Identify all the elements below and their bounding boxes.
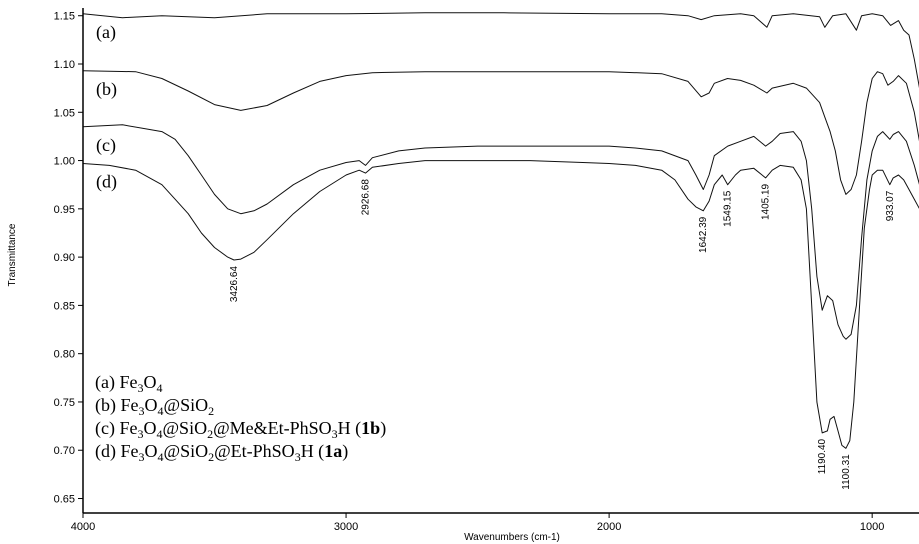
peak-label: 1100.31 [841,454,852,490]
peak-labels-layer: 3426.64 2926.68 1642.39 1549.15 1405.19 1190.… [229,179,896,490]
spectrum-d [82,160,919,449]
y-tick-label: 1.10 [54,59,75,71]
y-tick-label: 0.95 [54,204,75,216]
x-tick-label: 2000 [597,521,621,533]
peak-label: 2926.68 [360,179,371,216]
y-ticks-layer: 1.15 1.10 1.05 1.00 0.95 0.90 0.85 0.80 0.75 0.70… [54,11,83,506]
legend: (a) Fe3O4(b) Fe3O4@SiO2(c) Fe3O4@SiO2@Me… [95,372,386,464]
peak-label: 933.07 [885,190,896,221]
peak-label: 1642.39 [698,216,709,253]
legend-entry-a: (a) Fe3O4 [95,372,162,395]
legend-entry-d: (d) Fe3O4@SiO2@Et-PhSO3H (1a) [95,441,348,464]
y-axis-title: Transmittance [7,223,18,286]
curve-tags-layer: (a) (b) (c) (d) [96,22,117,193]
curve-tag-b: (b) [96,79,117,100]
peak-label: 1549.15 [723,190,734,227]
x-ticks-layer: 4000 3000 2000 1000 [71,513,884,533]
peak-label: 1190.40 [817,438,828,474]
y-tick-label: 1.15 [54,11,75,23]
y-tick-label: 0.80 [54,349,75,361]
y-tick-label: 0.65 [54,494,75,506]
x-axis-title: Wavenumbers (cm-1) [464,532,560,543]
x-tick-label: 4000 [71,521,95,533]
spectrum-c [82,124,919,340]
spectrum-a [82,12,919,89]
y-tick-label: 0.90 [54,252,75,264]
y-tick-label: 1.05 [54,107,75,119]
y-tick-label: 0.85 [54,300,75,312]
curves-layer [82,12,919,449]
y-tick-label: 1.00 [54,156,75,168]
peak-label: 3426.64 [229,266,240,303]
spectrum-b [82,70,919,195]
plot-background [83,8,919,513]
y-tick-label: 0.70 [54,445,75,457]
x-tick-label: 3000 [334,521,358,533]
peak-label: 1405.19 [761,183,772,220]
curve-tag-a: (a) [96,22,116,43]
y-tick-label: 0.75 [54,397,75,409]
legend-entry-b: (b) Fe3O4@SiO2 [95,395,214,418]
curve-tag-c: (c) [96,135,116,156]
legend-entry-c: (c) Fe3O4@SiO2@Me&Et-PhSO3H (1b) [95,418,386,441]
x-tick-label: 1000 [860,521,884,533]
curve-tag-d: (d) [96,171,117,192]
